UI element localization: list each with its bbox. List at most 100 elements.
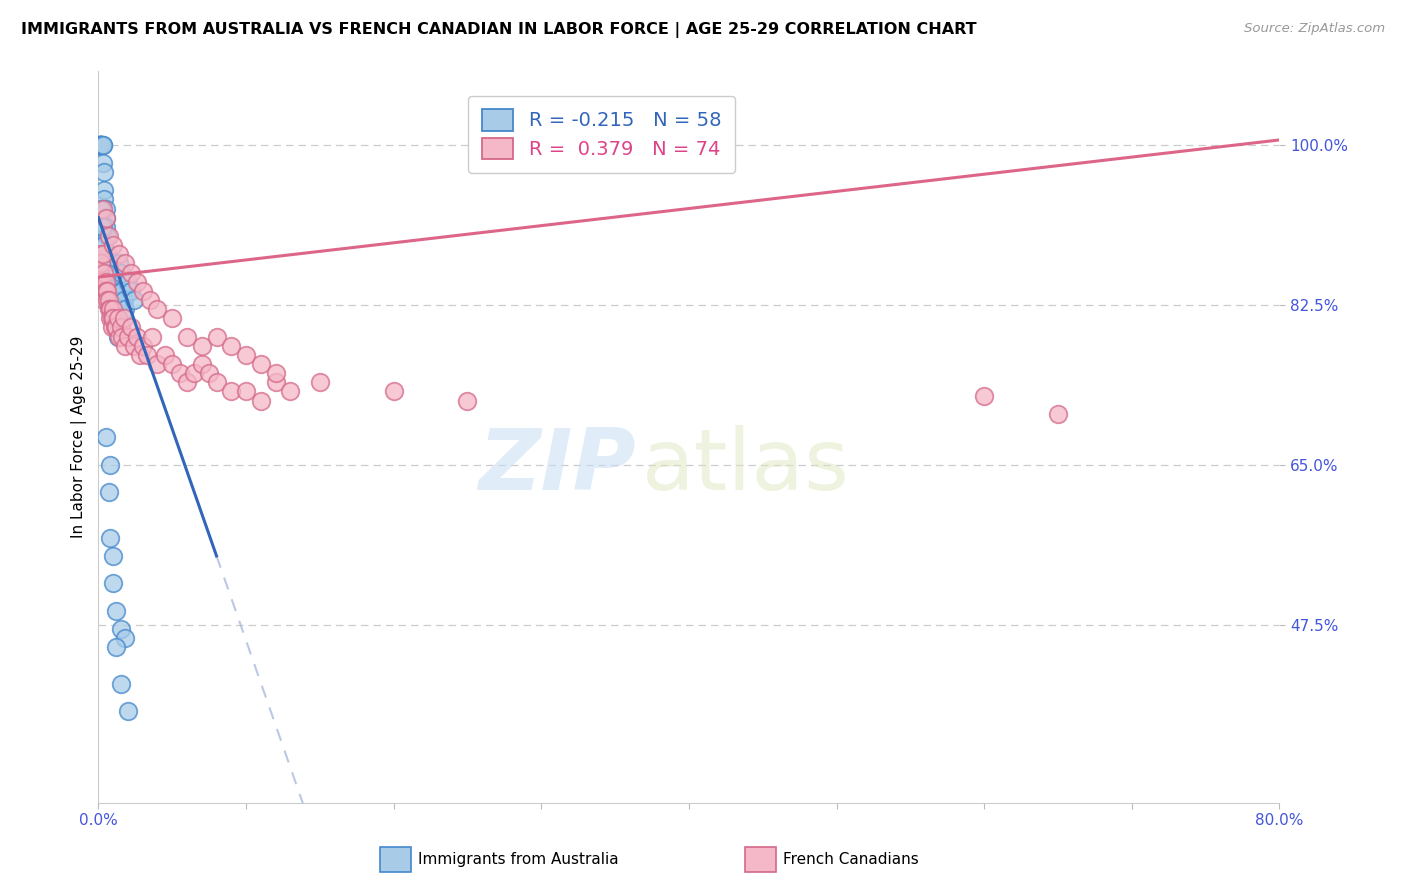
Point	[91, 247, 114, 261]
Point	[90, 137, 112, 152]
Point	[153, 348, 176, 362]
Point	[111, 284, 134, 298]
Point	[97, 266, 120, 280]
Point	[104, 301, 127, 317]
Point	[205, 329, 228, 343]
Point	[176, 376, 198, 390]
Point	[111, 329, 134, 343]
Point	[110, 320, 132, 334]
Point	[122, 293, 145, 307]
Point	[94, 202, 117, 216]
Point	[91, 137, 114, 152]
Point	[105, 320, 128, 334]
Point	[103, 576, 125, 591]
Point	[97, 485, 120, 500]
Point	[93, 266, 115, 280]
Point	[90, 137, 112, 152]
Point	[89, 266, 111, 280]
Point	[169, 366, 191, 380]
Point	[162, 311, 183, 326]
Point	[103, 311, 125, 326]
Point	[94, 256, 117, 270]
Point	[103, 301, 125, 317]
Point	[90, 202, 112, 216]
Point	[94, 219, 117, 234]
Point	[96, 266, 118, 280]
Point	[103, 238, 125, 252]
Point	[107, 329, 129, 343]
Point	[132, 284, 155, 298]
Point	[103, 311, 125, 326]
Point	[205, 376, 228, 390]
Point	[117, 329, 139, 343]
Point	[114, 632, 136, 646]
Point	[108, 247, 131, 261]
Point	[103, 293, 125, 307]
Point	[117, 275, 139, 289]
Point	[89, 137, 111, 152]
Point	[89, 137, 111, 152]
Point	[139, 293, 162, 307]
Point	[191, 338, 214, 352]
Point	[107, 311, 129, 326]
Point	[91, 284, 114, 298]
Point	[91, 137, 114, 152]
Point	[110, 622, 132, 636]
Point	[114, 256, 136, 270]
Point	[973, 389, 995, 403]
Point	[98, 284, 121, 298]
Point	[146, 357, 169, 371]
Point	[382, 384, 405, 399]
Point	[105, 320, 128, 334]
Text: IMMIGRANTS FROM AUSTRALIA VS FRENCH CANADIAN IN LABOR FORCE | AGE 25-29 CORRELAT: IMMIGRANTS FROM AUSTRALIA VS FRENCH CANA…	[21, 22, 977, 38]
Point	[235, 384, 257, 399]
Point	[98, 458, 121, 472]
Point	[105, 604, 128, 618]
Point	[89, 247, 111, 261]
Point	[89, 137, 111, 152]
Point	[90, 275, 112, 289]
Point	[93, 193, 115, 207]
Point	[136, 348, 159, 362]
Point	[221, 384, 243, 399]
Point	[96, 256, 118, 270]
Point	[146, 301, 169, 317]
Point	[1046, 407, 1070, 421]
Point	[97, 228, 120, 243]
Point	[89, 137, 111, 152]
Point	[108, 256, 131, 270]
Point	[108, 329, 131, 343]
Point	[93, 238, 115, 252]
Point	[114, 338, 136, 352]
Point	[141, 329, 163, 343]
Point	[120, 284, 142, 298]
Point	[100, 284, 122, 298]
Point	[309, 376, 332, 390]
Point	[235, 348, 257, 362]
Point	[96, 293, 118, 307]
Point	[110, 677, 132, 691]
Point	[457, 393, 479, 408]
Point	[97, 275, 120, 289]
Point	[104, 320, 127, 334]
Point	[89, 137, 111, 152]
Point	[112, 293, 135, 307]
Point	[105, 640, 128, 655]
Point	[98, 301, 121, 317]
Point	[122, 338, 145, 352]
Text: Immigrants from Australia: Immigrants from Australia	[418, 853, 619, 867]
Point	[110, 266, 132, 280]
Point	[93, 165, 115, 179]
Point	[93, 183, 115, 197]
Point	[125, 275, 148, 289]
Text: ZIP: ZIP	[478, 425, 636, 508]
Point	[221, 338, 243, 352]
Text: French Canadians: French Canadians	[783, 853, 920, 867]
Point	[97, 293, 120, 307]
Point	[162, 357, 183, 371]
Point	[90, 137, 112, 152]
Point	[112, 311, 135, 326]
Point	[280, 384, 302, 399]
Point	[264, 366, 287, 380]
Point	[100, 311, 122, 326]
